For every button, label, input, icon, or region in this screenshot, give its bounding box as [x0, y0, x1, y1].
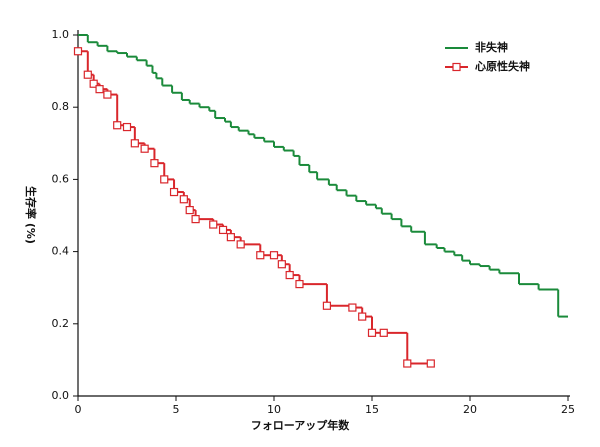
censor-marker — [83, 70, 92, 79]
y-tick-label: 0.0 — [52, 389, 70, 402]
y-tick-label: 0.4 — [52, 245, 70, 258]
x-tick-label: 15 — [365, 403, 379, 416]
censor-marker — [367, 328, 377, 337]
censor-marker — [348, 303, 357, 312]
censor-marker — [256, 251, 265, 260]
censor-marker — [218, 225, 228, 235]
censor-marker — [426, 359, 435, 368]
censor-marker — [169, 187, 179, 197]
x-tick-label: 20 — [463, 403, 477, 416]
censor-marker — [379, 328, 388, 337]
censor-marker — [113, 121, 122, 130]
censor-marker — [130, 139, 139, 148]
y-tick-label: 0.6 — [52, 172, 70, 185]
legend-marker — [452, 62, 461, 72]
y-tick-label: 1.0 — [52, 28, 70, 41]
x-tick-label: 10 — [267, 403, 281, 416]
censor-marker — [185, 205, 194, 215]
censor-marker — [295, 279, 304, 289]
legend-label: 非失神 — [475, 40, 508, 54]
censor-marker — [358, 312, 367, 321]
censor-marker — [269, 251, 279, 260]
censor-marker — [277, 260, 286, 269]
y-tick-label: 0.8 — [52, 100, 70, 113]
x-tick-label: 5 — [173, 403, 180, 416]
censor-marker — [226, 233, 235, 242]
censor-marker — [285, 270, 294, 280]
x-tick-label: 25 — [561, 403, 575, 416]
censor-marker — [403, 359, 412, 368]
censor-marker — [179, 195, 188, 204]
x-tick-label: 0 — [75, 403, 82, 416]
censor-marker — [160, 175, 169, 184]
y-axis-label: 生存率 (%) — [24, 186, 38, 244]
censor-marker — [191, 215, 200, 224]
y-tick-label: 0.2 — [52, 317, 70, 330]
censor-marker — [122, 122, 132, 132]
censor-marker — [95, 85, 104, 94]
censor-marker — [103, 90, 112, 99]
x-axis-label: フォローアップ年数 — [251, 418, 351, 432]
censor-marker — [73, 47, 83, 56]
legend-label: 心原性失神 — [475, 59, 530, 73]
censor-marker — [150, 159, 159, 168]
censor-marker — [140, 144, 149, 153]
censor-marker — [89, 79, 98, 88]
censor-marker — [322, 301, 332, 310]
censor-marker — [236, 240, 245, 249]
censor-marker — [209, 220, 218, 229]
